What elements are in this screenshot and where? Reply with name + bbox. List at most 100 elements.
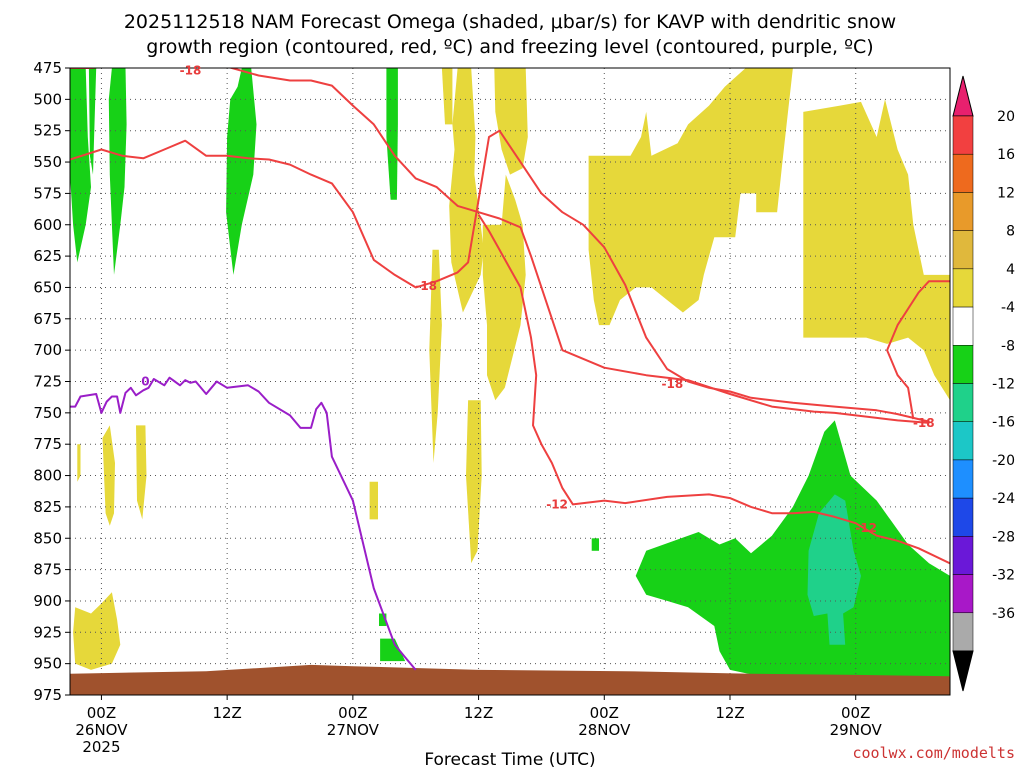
credit-link[interactable]: coolwx.com/modelts [852,744,1015,762]
y-tick-label: 625 [33,247,62,265]
omega-region-pos_4_8 [102,425,115,526]
y-tick-label: 950 [33,655,62,673]
terrain [70,664,950,695]
dgz-label-top: -18 [180,64,202,78]
colorbar-label: 4 [1006,262,1015,278]
y-axis: 475 500 525 550 575 600 625 650 675 700 725 750 775 8… [33,59,70,704]
colorbar-top-arrow [952,75,974,117]
colorbar-label: -12 [992,377,1015,393]
omega-region-neg_4_8 [108,68,127,275]
omega-region-pos_4_8 [369,481,378,520]
contours [70,68,950,671]
omega-region-pos_4_8 [441,68,453,125]
colorbar-box [952,536,974,575]
y-tick-label: 750 [33,404,62,422]
y-tick-label: 675 [33,310,62,328]
colorbar-label: 8 [1006,224,1015,240]
colorbar-label: -28 [992,529,1015,545]
dgz-contour-line [70,129,930,423]
y-tick-label: 900 [33,592,62,610]
colorbar: 20 16 12 8 4 -4 -8 -12 -16 -20 -24 -28 -32 -36 [952,75,1015,692]
colorbar-label: -8 [1001,338,1015,354]
colorbar-label: 12 [997,185,1015,201]
omega-region-neg_8_12 [807,494,861,645]
omega-region-pos_4_8 [429,249,442,463]
y-tick-label: 600 [33,216,62,234]
chart-title-line-1: 2025112518 NAM Forecast Omega (shaded, μ… [124,11,896,33]
colorbar-box [952,612,974,652]
colorbar-box [952,192,974,231]
colorbar-box [952,497,974,537]
dgz-label-lower: -12 [546,497,568,511]
y-tick-label: 725 [33,373,62,391]
colorbar-box [952,306,974,346]
dgz-contour-line [477,214,950,565]
y-tick-label: 875 [33,561,62,579]
colorbar-label: 16 [997,147,1015,163]
x-tick-date: 29NOV [830,721,883,739]
x-tick-date: 27NOV [327,721,380,739]
x-tick-date: 28NOV [578,721,631,739]
colorbar-label: -32 [992,568,1015,584]
omega-region-pos_4_8 [77,444,81,482]
omega-region-neg_4_8 [226,68,257,275]
colorbar-box [952,268,974,308]
dgz-label-right: -18 [662,377,684,391]
x-axis-label: Forecast Time (UTC) [424,750,595,768]
y-tick-label: 700 [33,341,62,359]
omega-region-pos_4_8 [494,68,528,175]
y-tick-label: 825 [33,498,62,516]
colorbar-box [952,574,974,614]
colorbar-box [952,153,974,193]
colorbar-box [952,230,974,270]
colorbar-label: 20 [997,109,1015,125]
colorbar-label: -16 [992,415,1015,431]
omega-shading [70,68,950,687]
x-tick-year: 2025 [82,738,120,756]
colorbar-box [952,383,974,422]
colorbar-label: -20 [992,453,1015,469]
omega-region-neg_4_8 [70,68,91,263]
x-tick-label: 00Z [590,704,619,722]
dgz-label-far-right: -18 [913,416,935,430]
x-tick-label: 00Z [338,704,367,722]
plot-area [70,68,950,695]
omega-region-pos_4_8 [803,99,950,401]
dgz-contour-line [70,68,930,424]
omega-region-neg_4_8 [386,68,398,200]
x-tick-date: 26NOV [75,721,128,739]
x-tick-label: 12Z [212,704,241,722]
colorbar-box [952,345,974,384]
dgz-label-mid: -18 [415,279,437,293]
freezing-level-contour [70,376,417,671]
freezing-label: 0 [141,375,149,389]
omega-region-pos_4_8 [136,425,147,520]
colorbar-box [952,459,974,499]
omega-region-pos_4_8 [449,68,484,313]
y-tick-label: 500 [33,90,62,108]
colorbar-label: -4 [1001,300,1015,316]
omega-region-pos_4_8 [482,174,526,401]
omega-region-pos_4_8 [588,68,793,326]
colorbar-label: -36 [992,606,1015,622]
omega-region-pos_4_8 [73,592,121,670]
y-tick-label: 575 [33,184,62,202]
x-tick-label: 12Z [715,704,744,722]
y-tick-label: 925 [33,623,62,641]
dotted-grid [70,68,950,695]
y-tick-label: 650 [33,278,62,296]
colorbar-bottom-arrow [952,650,974,692]
colorbar-label: -24 [992,491,1015,507]
omega-region-neg_4_8 [591,538,599,551]
y-tick-label: 800 [33,467,62,485]
y-tick-label: 775 [33,435,62,453]
colorbar-box [952,421,974,461]
x-tick-label: 00Z [87,704,116,722]
y-tick-label: 850 [33,529,62,547]
y-tick-label: 525 [33,122,62,140]
omega-region-neg_4_8 [88,68,97,175]
dgz-contour-line [886,280,950,420]
dgz-label-lower-right: -12 [855,521,877,535]
